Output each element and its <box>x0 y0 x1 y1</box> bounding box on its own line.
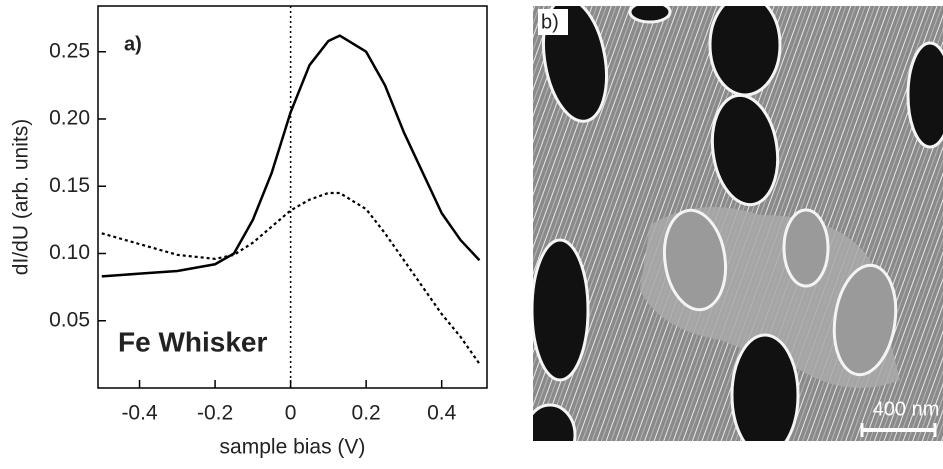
plot-frame <box>97 5 488 389</box>
data-line <box>101 34 481 278</box>
x-tick-label: 0.4 <box>427 402 457 425</box>
y-tick-label: 0.15 <box>49 174 90 197</box>
islands <box>533 6 943 441</box>
panel-label: a) <box>124 33 142 55</box>
islands-light <box>662 208 898 377</box>
y-tick-label: 0.10 <box>49 241 90 264</box>
x-tick-label: -0.2 <box>197 402 233 425</box>
y-axis-label: dI/dU (arb. units) <box>10 119 33 275</box>
annotation: Fe Whisker <box>118 326 267 357</box>
data-line <box>101 191 481 365</box>
stm-image: b) 400 nm <box>533 6 943 441</box>
y-tick-label: 0.05 <box>49 308 90 331</box>
scale-bar-label: 400 nm <box>873 398 940 420</box>
y-tick-label: 0.20 <box>49 107 90 130</box>
panel-label: b) <box>541 11 559 33</box>
x-tick-label: 0.2 <box>352 402 381 425</box>
chart-panel: 0.05 0.10 0.15 0.20 0.25 -0.4 -0.2 0 0.2 0.4 sampl… <box>10 5 488 459</box>
y-tick-label: 0.25 <box>49 39 90 62</box>
x-axis-label: sample bias (V) <box>220 436 366 459</box>
x-tick-label: 0 <box>285 402 297 425</box>
x-tick-label: -0.4 <box>121 402 158 425</box>
label-box <box>538 9 568 35</box>
